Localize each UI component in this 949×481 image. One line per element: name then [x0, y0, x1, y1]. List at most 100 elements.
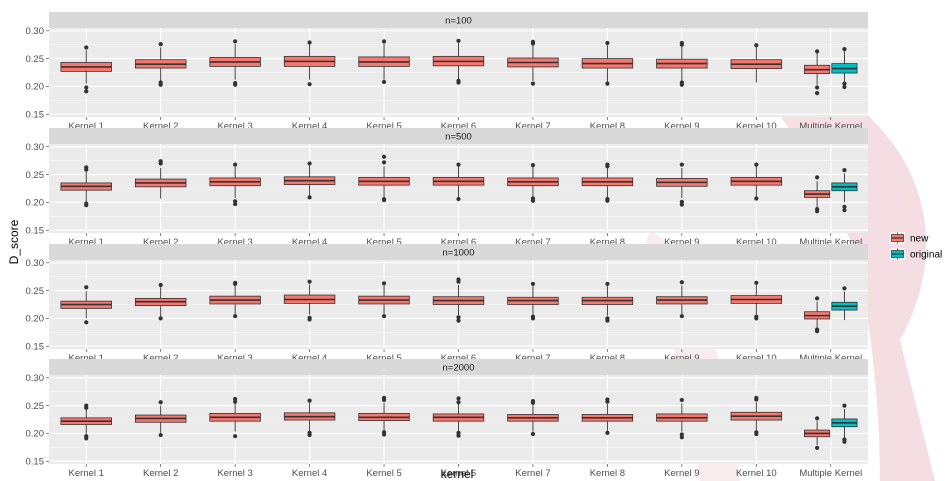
outlier-point — [456, 279, 461, 284]
outlier-point — [754, 316, 759, 321]
facet-strip-label: n=1000 — [443, 248, 475, 259]
box — [209, 280, 261, 319]
x-tick-label: Kernel 5 — [366, 237, 401, 248]
watermark-swoosh — [760, 80, 935, 481]
x-tick-label: Kernel 6 — [441, 353, 476, 364]
box — [804, 175, 831, 214]
outlier-point — [456, 162, 461, 167]
outlier-point — [233, 434, 238, 439]
box — [358, 154, 410, 203]
x-tick-label: Kernel 2 — [143, 468, 178, 479]
outlier-point — [815, 445, 820, 450]
x-tick-label: Kernel 7 — [515, 468, 550, 479]
box — [358, 395, 410, 437]
x-tick-label: Kernel 7 — [515, 121, 550, 132]
box — [283, 40, 336, 87]
x-tick-label: Kernel 1 — [69, 353, 104, 364]
y-tick-label: 0.25 — [26, 170, 45, 181]
outlier-point — [605, 198, 610, 203]
outlier-point — [679, 42, 684, 47]
box — [656, 40, 708, 87]
outlier-point — [456, 315, 461, 320]
y-tick-label: 0.30 — [26, 142, 45, 153]
outlier-point — [307, 195, 312, 200]
outlier-point — [307, 317, 312, 322]
outlier-point — [381, 432, 387, 437]
x-tick-label: Kernel 3 — [217, 121, 252, 132]
x-axis-title: kernel — [441, 467, 474, 481]
outlier-point — [456, 396, 461, 401]
outlier-point — [233, 162, 238, 167]
y-tick-label: 0.15 — [26, 342, 45, 353]
box — [581, 40, 634, 86]
box — [432, 277, 485, 323]
x-tick-label: Kernel 3 — [217, 237, 252, 248]
x-tick-label: Kernel 10 — [736, 468, 777, 479]
outlier-point — [456, 318, 461, 323]
outlier-point — [842, 208, 847, 213]
outlier-point — [381, 397, 387, 403]
outlier-point — [754, 397, 759, 402]
box — [730, 395, 783, 437]
outlier-point — [84, 203, 89, 208]
box — [432, 38, 485, 85]
facet-panel: n=100 0.15 0.20 0.25 0.30 Kernel 1 Kernel 2 Ker… — [26, 12, 868, 132]
outlier-point — [679, 162, 684, 167]
facet-strip-label: n=100 — [445, 16, 472, 27]
outlier-point — [307, 398, 312, 403]
box — [60, 45, 112, 94]
outlier-point — [307, 40, 312, 45]
box — [730, 280, 783, 321]
y-tick-label: 0.15 — [26, 457, 45, 468]
box — [656, 280, 708, 319]
y-tick-label: 0.25 — [26, 54, 45, 65]
facet-strip — [49, 359, 868, 375]
x-tick-label: Kernel 6 — [441, 468, 476, 479]
y-tick-label: 0.30 — [26, 26, 45, 37]
x-tick-label: Kernel 1 — [69, 237, 104, 248]
outlier-point — [815, 416, 820, 421]
facet-panels: n=100 0.15 0.20 0.25 0.30 Kernel 1 Kernel 2 Ker… — [26, 12, 868, 479]
box — [581, 162, 634, 203]
y-tick-label: 0.20 — [26, 82, 45, 93]
box — [134, 42, 187, 87]
x-tick-label: Multiple Kernel — [799, 121, 862, 132]
box — [831, 403, 858, 444]
box — [831, 286, 858, 321]
outlier-point — [679, 314, 684, 319]
y-tick-label: 0.15 — [26, 226, 45, 237]
outlier-point — [842, 84, 847, 90]
outlier-point — [754, 162, 759, 167]
facet-strip — [49, 128, 868, 144]
outlier-point — [233, 281, 238, 287]
outlier-point — [158, 82, 163, 87]
outlier-point — [605, 318, 610, 323]
box — [804, 49, 831, 96]
outlier-point — [158, 161, 163, 166]
outlier-point — [530, 163, 536, 168]
outlier-point — [815, 49, 820, 54]
outlier-point — [84, 285, 89, 290]
x-tick-label: Kernel 2 — [143, 121, 178, 132]
outlier-point — [381, 281, 387, 286]
y-tick-label: 0.30 — [26, 258, 45, 269]
x-tick-label: Kernel 3 — [217, 353, 252, 364]
outlier-point — [158, 400, 163, 405]
outlier-point — [815, 85, 820, 90]
outlier-point — [605, 281, 610, 287]
box — [730, 162, 783, 201]
outlier-point — [842, 47, 847, 52]
outlier-point — [381, 154, 387, 159]
outlier-point — [381, 79, 387, 85]
x-tick-label: Kernel 9 — [664, 468, 699, 479]
outlier-point — [815, 209, 820, 214]
outlier-point — [842, 286, 847, 291]
outlier-point — [158, 432, 163, 438]
outlier-point — [842, 168, 847, 173]
outlier-point — [233, 82, 238, 87]
outlier-point — [84, 89, 89, 94]
box — [134, 159, 187, 199]
box — [134, 282, 187, 321]
outlier-point — [307, 161, 312, 166]
